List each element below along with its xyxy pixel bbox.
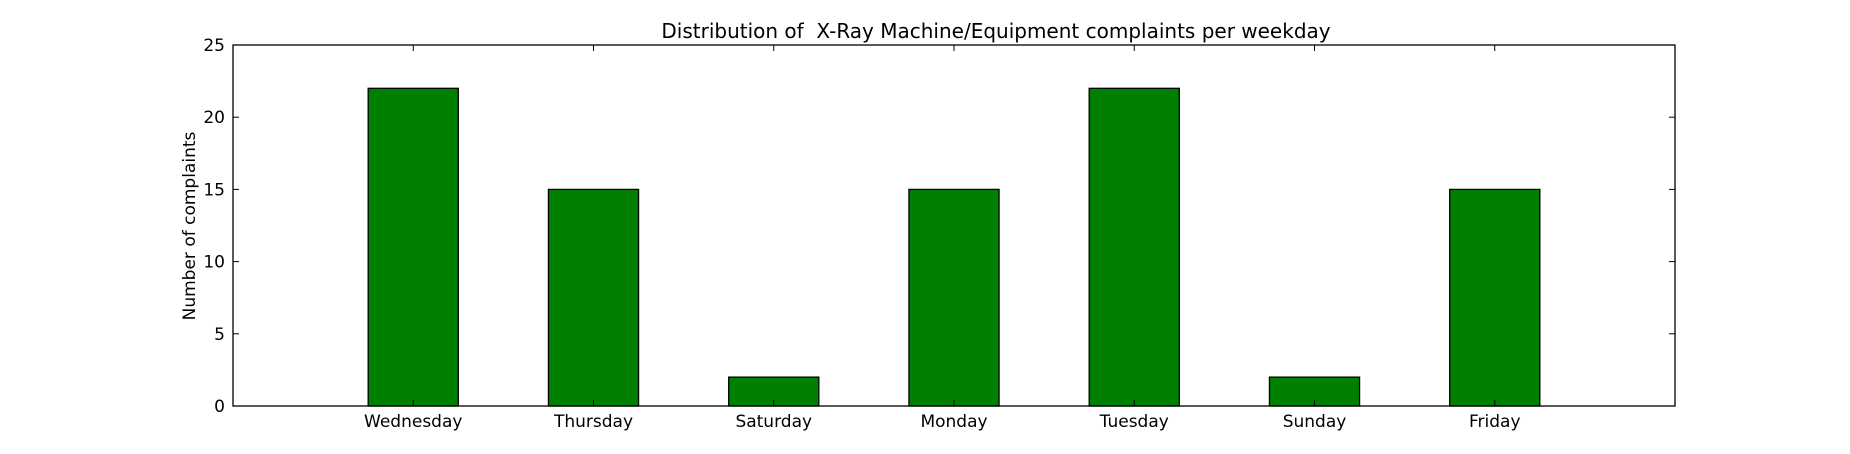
bar-monday: [908, 188, 1000, 407]
bar-wednesday: [367, 87, 459, 407]
chart-title: Distribution of X-Ray Machine/Equipment …: [661, 19, 1330, 43]
x-tick-label: Sunday: [1283, 412, 1347, 432]
x-tick-label: Wednesday: [364, 412, 462, 432]
y-tick-label: 20: [203, 108, 225, 128]
plot-area-frame: [232, 44, 1676, 407]
y-tick-label: 25: [203, 36, 225, 56]
bar-thursday: [547, 188, 640, 407]
y-tick-label: 10: [203, 253, 225, 273]
x-tick-label: Friday: [1469, 412, 1521, 432]
y-axis-label: Number of complaints: [180, 131, 200, 320]
bar-friday: [1449, 188, 1541, 407]
x-tick-label: Thursday: [553, 412, 633, 432]
x-tick-label: Monday: [920, 412, 987, 432]
ticks-layer: Wednesday Thursday Saturday Monday Tuesday Su…: [203, 36, 1675, 432]
x-tick-label: Saturday: [735, 412, 812, 432]
x-tick-label: Tuesday: [1099, 412, 1169, 432]
y-tick-label: 15: [203, 180, 225, 200]
bar-tuesday: [1088, 87, 1180, 407]
bars-layer: [367, 87, 1541, 407]
y-tick-label: 5: [214, 325, 225, 345]
y-tick-label: 0: [214, 397, 225, 417]
